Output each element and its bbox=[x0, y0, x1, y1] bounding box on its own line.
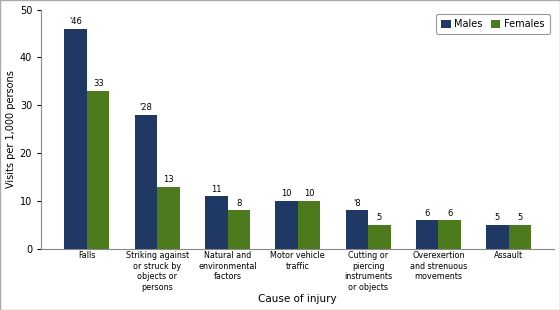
Bar bbox=[438, 220, 461, 249]
Text: 33: 33 bbox=[93, 79, 104, 88]
Bar bbox=[486, 225, 508, 249]
Bar bbox=[508, 225, 531, 249]
X-axis label: Cause of injury: Cause of injury bbox=[259, 294, 337, 304]
Bar bbox=[298, 201, 320, 249]
Legend: Males, Females: Males, Females bbox=[436, 15, 549, 34]
Text: 11: 11 bbox=[211, 185, 222, 194]
Bar bbox=[205, 196, 227, 249]
Text: 8: 8 bbox=[236, 199, 241, 208]
Bar bbox=[346, 210, 368, 249]
Text: 13: 13 bbox=[163, 175, 174, 184]
Text: 5: 5 bbox=[494, 213, 500, 222]
Y-axis label: Visits per 1,000 persons: Visits per 1,000 persons bbox=[6, 70, 16, 188]
Bar bbox=[64, 29, 87, 249]
Text: 10: 10 bbox=[304, 189, 314, 198]
Bar bbox=[135, 115, 157, 249]
Bar bbox=[157, 187, 180, 249]
Bar bbox=[227, 210, 250, 249]
Bar bbox=[416, 220, 438, 249]
Text: '28: '28 bbox=[139, 103, 152, 113]
Text: 5: 5 bbox=[517, 213, 522, 222]
Text: '8: '8 bbox=[353, 199, 361, 208]
Bar bbox=[368, 225, 390, 249]
Text: 6: 6 bbox=[424, 209, 430, 218]
Text: 5: 5 bbox=[377, 213, 382, 222]
Bar bbox=[276, 201, 298, 249]
Text: 6: 6 bbox=[447, 209, 452, 218]
Text: 10: 10 bbox=[281, 189, 292, 198]
Bar bbox=[87, 91, 109, 249]
Text: '46: '46 bbox=[69, 17, 82, 26]
